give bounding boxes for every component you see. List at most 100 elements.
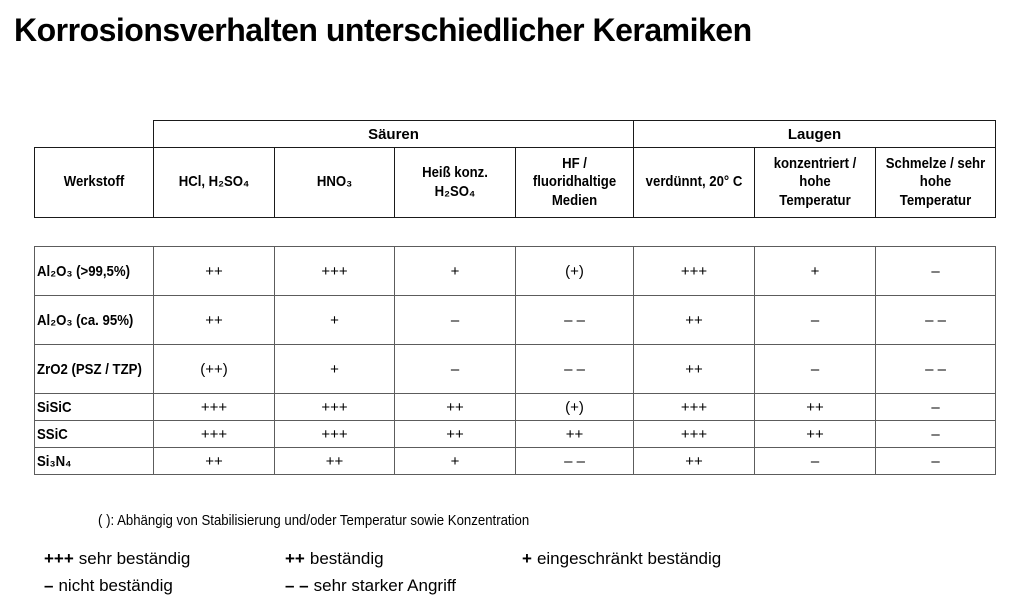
footnote-text: ( ): Abhängig von Stabilisierung und/ode… — [98, 512, 530, 529]
value-cell: +++ — [634, 394, 755, 421]
value-cell: – — [755, 345, 876, 394]
value-cell: – — [876, 394, 996, 421]
column-header-schmelze: Schmelze / sehr hohe Temperatur — [876, 148, 996, 218]
rating-value: +++ — [321, 398, 348, 416]
rating-value: + — [330, 311, 339, 329]
value-cell: ++ — [755, 394, 876, 421]
rating-value: – – — [564, 360, 585, 378]
value-cell: ++ — [634, 448, 755, 475]
rating-value: ++ — [446, 425, 464, 443]
value-cell: + — [275, 345, 395, 394]
legend-item-bestaendig: ++ beständig — [285, 549, 384, 569]
rating-value: – – — [925, 360, 946, 378]
value-cell: ++ — [154, 247, 275, 296]
value-cell: – — [395, 345, 516, 394]
rating-value: – — [810, 311, 820, 329]
rating-value: + — [330, 360, 339, 378]
rating-value: ++ — [565, 425, 584, 443]
rating-value: +++ — [321, 262, 348, 280]
value-cell: – – — [876, 345, 996, 394]
material-cell: Al₂O₃ (>99,5%) — [35, 247, 154, 296]
rating-value: – — [931, 262, 940, 280]
rating-value: ++ — [806, 398, 824, 416]
rating-value: + — [810, 262, 820, 280]
rating-value: – — [450, 360, 460, 378]
value-cell: +++ — [275, 421, 395, 448]
rating-value: +++ — [680, 425, 708, 443]
rating-value: – — [931, 425, 940, 443]
group-header-laugen-label: Laugen — [787, 125, 842, 143]
value-cell: +++ — [275, 394, 395, 421]
value-cell: ++ — [275, 448, 395, 475]
legend-symbol: – – — [285, 576, 309, 595]
column-header-heiss-konz-h2so4: Heiß konz. H₂SO₄ — [395, 148, 516, 218]
group-header-saeuren-label: Säuren — [368, 125, 419, 143]
rating-value: ++ — [806, 425, 824, 443]
rating-value: ++ — [685, 360, 703, 378]
rating-value: – — [931, 452, 940, 470]
rating-value: – – — [564, 311, 585, 329]
group-header-laugen: Laugen — [634, 121, 996, 147]
material-cell: Al₂O₃ (ca. 95%) — [35, 296, 154, 345]
rating-value: ++ — [205, 311, 223, 329]
legend-item-sehr-starker-angriff: – – sehr starker Angriff — [285, 576, 456, 596]
rating-value: +++ — [321, 425, 348, 443]
rating-value: – – — [925, 311, 946, 329]
rating-value: (+) — [565, 262, 584, 280]
value-cell: ++ — [395, 394, 516, 421]
group-header-row: Säuren Laugen — [153, 120, 996, 147]
legend-symbol: +++ — [44, 549, 74, 568]
value-cell: – — [876, 421, 996, 448]
legend-label: beständig — [309, 549, 384, 568]
rating-value: ++ — [446, 398, 464, 416]
material-cell: SiSiC — [35, 394, 154, 421]
legend-label: sehr beständig — [78, 549, 191, 568]
value-cell: + — [395, 247, 516, 296]
material-name: Al₂O₃ (>99,5%) — [37, 262, 131, 280]
value-cell: ++ — [516, 421, 634, 448]
rating-value: ++ — [685, 311, 703, 329]
material-cell: ZrO2 (PSZ / TZP) — [35, 345, 154, 394]
material-name: Al₂O₃ (ca. 95%) — [37, 311, 134, 329]
rating-value: ++ — [325, 452, 344, 470]
value-cell: ++ — [154, 296, 275, 345]
rating-value: +++ — [680, 262, 708, 280]
value-cell: + — [395, 448, 516, 475]
legend-item-sehr-bestaendig: +++ sehr beständig — [44, 549, 190, 569]
material-name: SSiC — [37, 425, 68, 443]
rating-value: – — [810, 360, 820, 378]
group-header-saeuren: Säuren — [154, 121, 634, 147]
value-cell: – — [395, 296, 516, 345]
value-cell: (+) — [516, 394, 634, 421]
value-cell: +++ — [154, 394, 275, 421]
value-cell: ++ — [634, 296, 755, 345]
legend-item-eingeschraenkt-bestaendig: + eingeschränkt beständig — [522, 549, 721, 569]
value-cell: – — [876, 247, 996, 296]
footnote: ( ): Abhängig von Stabilisierung und/ode… — [98, 512, 588, 529]
value-cell: + — [275, 296, 395, 345]
rating-value: +++ — [200, 398, 228, 416]
value-cell: – – — [876, 296, 996, 345]
value-cell: ++ — [395, 421, 516, 448]
column-header-hno3: HNO₃ — [275, 148, 395, 218]
column-header-werkstoff: Werkstoff — [35, 148, 154, 218]
column-header-row: Werkstoff HCl, H₂SO₄ HNO₃ Heiß konz. H₂S… — [34, 147, 996, 218]
legend-label: eingeschränkt beständig — [536, 549, 722, 568]
value-cell: – — [876, 448, 996, 475]
rating-value: – — [931, 398, 940, 416]
column-header-hcl-h2so4: HCl, H₂SO₄ — [154, 148, 275, 218]
rating-value: – — [450, 311, 460, 329]
material-cell: SSiC — [35, 421, 154, 448]
value-cell: ++ — [634, 345, 755, 394]
rating-value: ++ — [205, 452, 223, 470]
legend-label: nicht beständig — [58, 576, 173, 595]
rating-value: + — [450, 262, 460, 280]
rating-value: +++ — [200, 425, 228, 443]
value-cell: – — [755, 448, 876, 475]
material-name: ZrO2 (PSZ / TZP) — [37, 360, 142, 378]
material-name: Si₃N₄ — [37, 452, 72, 470]
table-body: Al₂O₃ (>99,5%) ++ +++ + (+) +++ + – Al₂O₃ (ca. 9… — [34, 246, 996, 475]
value-cell: +++ — [634, 421, 755, 448]
rating-value: ++ — [685, 452, 703, 470]
